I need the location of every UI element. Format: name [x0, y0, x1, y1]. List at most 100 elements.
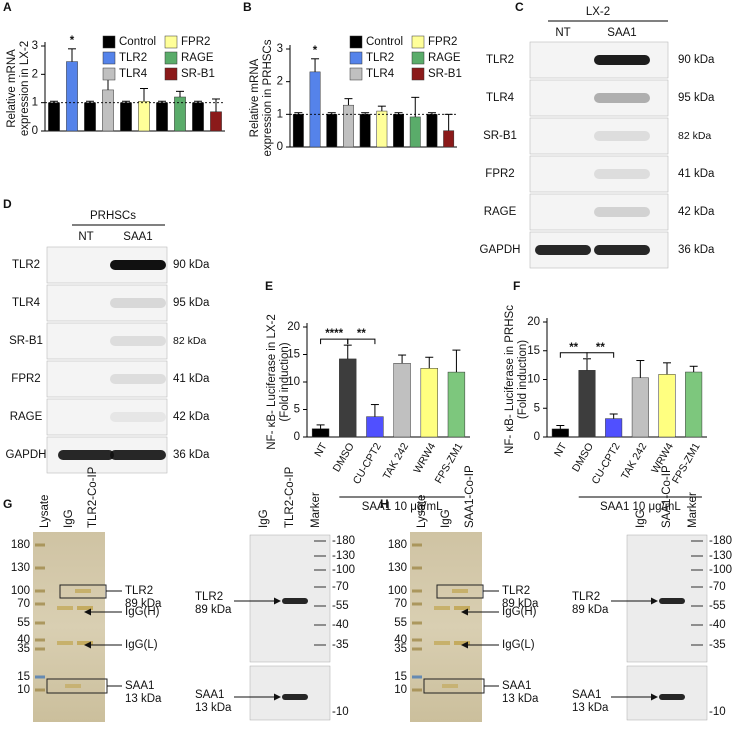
ladder-band: [314, 624, 326, 626]
y-axis-label: NF- κB- Luciferase in PRHSc: [504, 305, 516, 454]
lane-label: SAA1-Co-IP: [661, 465, 673, 528]
y-tick-label: 5: [294, 404, 300, 416]
y-tick-label: 0: [277, 141, 283, 153]
bar: [138, 101, 150, 132]
y-axis-label: (Fold induction): [517, 340, 529, 419]
ladder-band: [412, 566, 422, 570]
ladder-band: [314, 586, 326, 588]
ladder-band: [35, 543, 45, 547]
marker-label: 180: [11, 539, 30, 551]
lane-label: IgG: [635, 509, 647, 528]
marker-label: 55: [394, 617, 407, 629]
bar: [174, 96, 186, 132]
y-tick-label: 0: [294, 431, 300, 443]
bar: [192, 102, 204, 132]
legend-swatch: [411, 35, 425, 49]
bar: [359, 114, 371, 148]
marker-label: 40: [394, 634, 407, 646]
wb-image: [249, 665, 331, 721]
blot-strip: [46, 360, 168, 398]
blot-band: [594, 245, 650, 255]
x-axis-label: SAA1 10 μg/mL: [362, 501, 443, 513]
error-bar: [556, 425, 565, 429]
bar: [605, 418, 623, 438]
blot-band: [58, 450, 114, 460]
lane-label: IgG: [258, 509, 270, 528]
ladder-band: [314, 555, 326, 557]
legend-label: TLR2: [119, 52, 147, 64]
bar: [658, 374, 676, 438]
size-label: 42 kDa: [173, 411, 210, 423]
ladder-band: [412, 638, 422, 642]
blot-band: [535, 245, 591, 255]
size-label: 36 kDa: [678, 244, 715, 256]
size-label: 90 kDa: [678, 54, 715, 66]
size-label: 42 kDa: [678, 206, 715, 218]
lane-label: Lysate: [416, 495, 428, 528]
size-label: 41 kDa: [173, 373, 210, 385]
band-name: SAA1: [502, 680, 531, 692]
marker-label: 55: [17, 617, 30, 629]
error-bar: [377, 105, 386, 112]
x-tick-label: DMSO: [570, 441, 596, 474]
y-axis-label: expression in LX-2: [19, 41, 31, 136]
error-bar: [212, 98, 220, 112]
protein-label: GAPDH: [480, 244, 521, 256]
y-tick-label: 15: [527, 345, 540, 357]
ladder-band: [412, 602, 422, 606]
x-tick-label: WRW4: [411, 441, 438, 476]
legend-label: TLR4: [366, 68, 395, 80]
y-axis-label: expression in PRHSCs: [262, 39, 274, 156]
band-name: SAA1: [195, 689, 224, 701]
blot-band: [110, 298, 166, 308]
y-axis-label: NF- κB- Luciferase in LX-2: [266, 314, 278, 450]
marker-label: -130: [709, 550, 732, 562]
protein-label: FPR2: [485, 168, 514, 180]
bar: [366, 416, 384, 438]
ladder-band: [35, 638, 45, 642]
blot-band: [110, 412, 166, 422]
legend-swatch: [102, 35, 116, 49]
protein-label: TLR2: [12, 259, 40, 271]
x-tick-label: NT: [312, 440, 330, 459]
ladder-band: [691, 624, 703, 626]
significance-mark: ****: [325, 328, 343, 340]
error-bar: [104, 78, 112, 90]
band-size: 89 kDa: [502, 598, 539, 610]
bar: [393, 114, 404, 148]
gel-band: [75, 589, 91, 593]
cell-line: PRHSCs: [90, 210, 136, 222]
marker-label: -100: [709, 564, 732, 576]
error-bar: [444, 113, 453, 131]
bar: [393, 363, 411, 438]
band-name: TLR2: [502, 585, 530, 597]
significance-mark: **: [569, 342, 578, 354]
error-bar: [425, 356, 434, 369]
bar: [326, 114, 338, 148]
marker-label: -130: [332, 550, 355, 562]
bar: [210, 111, 222, 132]
panel-letter: D: [3, 197, 12, 211]
legend-swatch: [164, 67, 178, 81]
error-bar: [343, 344, 352, 359]
marker-label: -70: [332, 581, 349, 593]
band-name: IgG(L): [125, 639, 158, 651]
blot-strip: [529, 155, 669, 193]
panel-letter: E: [265, 279, 273, 293]
marker-label: 35: [17, 643, 30, 655]
y-tick-label: 0: [534, 431, 540, 443]
error-bar: [68, 48, 76, 62]
lane-label: SAA1-Co-IP: [464, 465, 476, 528]
error-bar: [663, 362, 671, 375]
marker-label: 10: [394, 684, 407, 696]
ladder-band: [35, 589, 45, 593]
gel-band: [454, 606, 470, 610]
ladder-band: [35, 566, 45, 570]
bar: [443, 130, 455, 148]
error-bar: [609, 413, 618, 419]
marker-label: -40: [332, 619, 349, 631]
significance-mark: **: [596, 342, 605, 354]
protein-label: GAPDH: [6, 449, 47, 461]
y-tick-label: 2: [277, 76, 283, 88]
ladder-band: [691, 644, 703, 646]
